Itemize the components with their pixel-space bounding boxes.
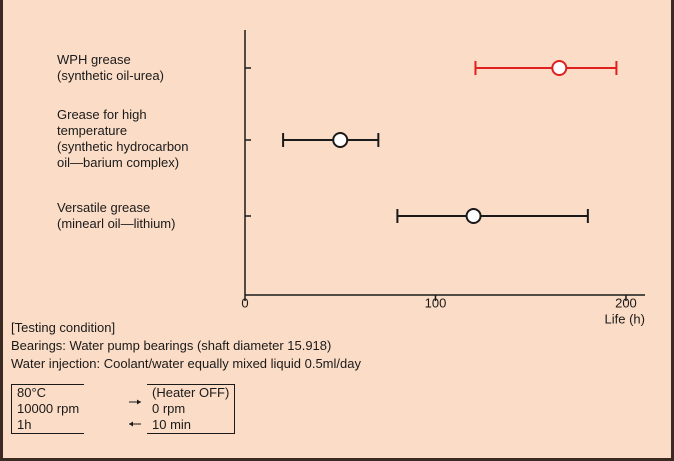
note: Water injection: Coolant/water equally m… [11,356,361,371]
x-axis-label: Life (h) [605,311,645,326]
x-tick-label: 0 [241,295,248,310]
note: [Testing condition] [11,320,116,335]
marker [465,208,482,224]
condition: (Heater OFF) [152,385,230,400]
condition-right: (Heater OFF) 0 rpm 10 min [147,384,236,434]
x-tick-label: 100 [425,295,447,310]
condition-left: 80°C 10000 rpm 1h [11,384,85,434]
condition: 10000 rpm [17,401,80,416]
plot: Life (h) 0 100 200 [129,30,645,427]
marker [332,132,349,148]
note: Bearings: Water pump bearings (shaft dia… [11,338,332,353]
condition: 0 rpm [152,401,186,416]
condition: 1h [17,417,32,432]
condition: 80°C [17,385,47,400]
marker [551,60,568,76]
category-label: Grease for high temperature (synthetic h… [57,107,189,170]
condition: 10 min [152,417,192,432]
x-tick-label: 200 [615,295,637,310]
category-label: WPH grease (synthetic oil-urea) [57,52,164,83]
arrows [129,399,141,427]
category-label: Versatile grease (minearl oil—lithium) [57,200,176,231]
